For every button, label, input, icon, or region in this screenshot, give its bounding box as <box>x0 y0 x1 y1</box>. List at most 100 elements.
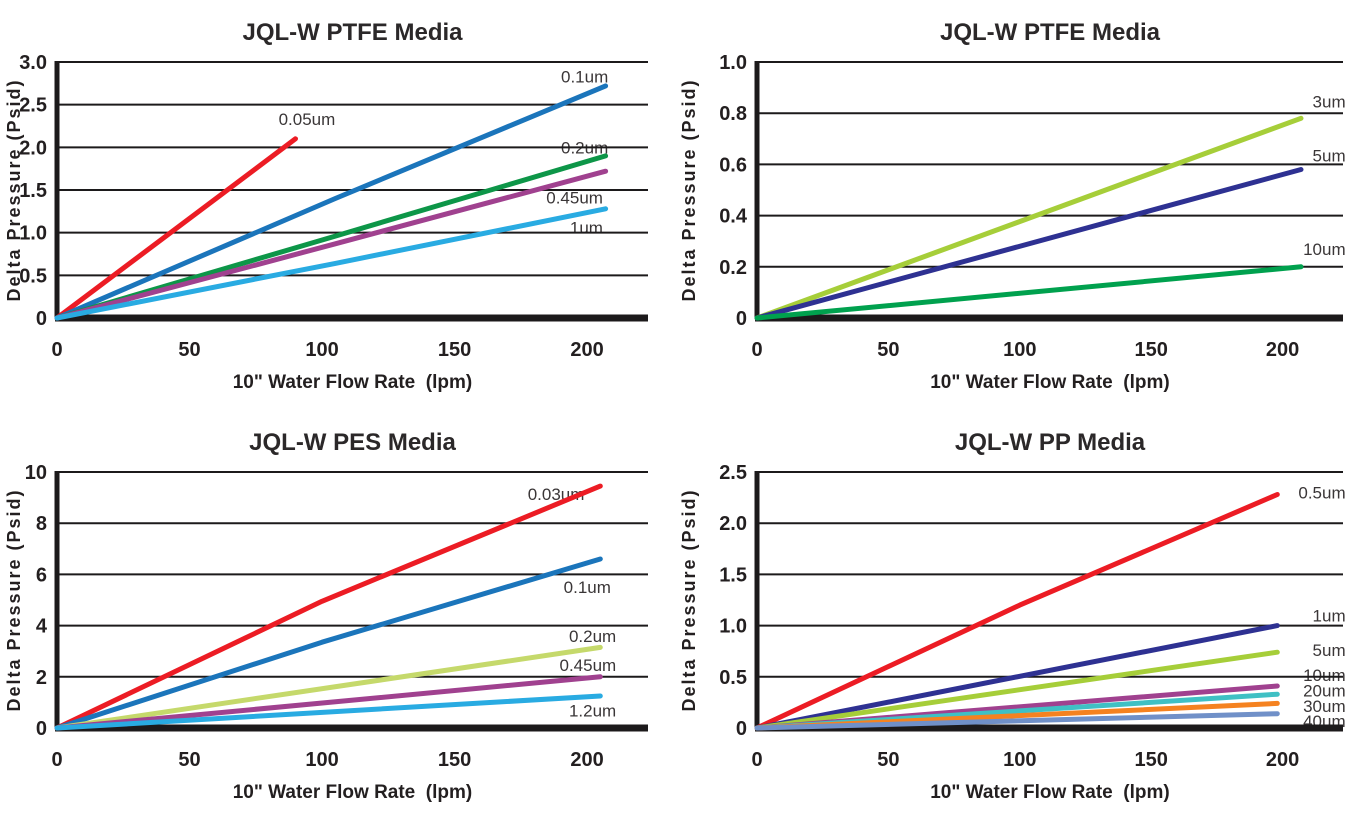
x-tick-label-50: 50 <box>178 339 200 361</box>
x-tick-label-0: 0 <box>751 339 762 361</box>
y-tick-label-0.8: 0.8 <box>719 103 747 125</box>
series-label-30um: 30um <box>1303 697 1346 716</box>
x-tick-label-150: 150 <box>438 339 471 361</box>
y-tick-label-2.0: 2.0 <box>719 513 747 535</box>
chart-jql-w-pp-media-3: JQL-W PP Media Delta Pressure (Psid) 0.5um… <box>679 429 1346 803</box>
y-tick-label-0: 0 <box>36 718 47 740</box>
y-tick-label-0.2: 0.2 <box>719 257 747 279</box>
series-line-1um <box>754 623 1280 731</box>
series-label-20um: 20um <box>1303 682 1346 701</box>
y-tick-label-0.6: 0.6 <box>719 154 747 176</box>
y-tick-label-2.5: 2.5 <box>19 95 47 117</box>
y-axis-title: Delta Pressure (Psid) <box>4 78 24 301</box>
x-tick-label-100: 100 <box>305 749 338 771</box>
chart-jql-w-ptfe-media-0: JQL-W PTFE Media Delta Pressure (Psid) 0.0… <box>4 19 648 393</box>
series-label-1um: 1um <box>570 219 603 238</box>
series-label-1um: 1um <box>1313 606 1346 625</box>
series-label-0.1um: 0.1um <box>561 68 608 87</box>
y-tick-label-1.0: 1.0 <box>19 223 47 245</box>
series-line-0.1um <box>54 556 603 731</box>
series-line-0.1um <box>54 83 609 321</box>
y-tick-label-1.0: 1.0 <box>719 52 747 74</box>
chart-title: JQL-W PTFE Media <box>242 19 463 46</box>
y-tick-label-2.5: 2.5 <box>719 462 747 484</box>
x-tick-label-150: 150 <box>438 749 471 771</box>
series-line-1.2um <box>54 693 603 731</box>
x-tick-label-50: 50 <box>178 749 200 771</box>
y-tick-label-0.4: 0.4 <box>719 206 748 228</box>
x-tick-label-50: 50 <box>877 339 899 361</box>
series-line-3um <box>754 115 1304 321</box>
series-line-5um <box>754 649 1280 731</box>
x-tick-label-200: 200 <box>570 339 603 361</box>
y-tick-label-10: 10 <box>25 462 47 484</box>
chart-cell-pp-media: JQL-W PP Media Delta Pressure (Psid) 0.5um… <box>675 410 1350 820</box>
y-tick-label-0: 0 <box>736 308 747 330</box>
series-label-3um: 3um <box>1313 93 1346 112</box>
x-tick-label-150: 150 <box>1134 339 1167 361</box>
y-tick-label-0: 0 <box>736 718 747 740</box>
series-label-10um: 10um <box>1303 666 1346 685</box>
chart-title: JQL-W PTFE Media <box>940 19 1161 46</box>
y-tick-label-6: 6 <box>36 564 47 586</box>
x-tick-label-50: 50 <box>877 749 899 771</box>
series-label-0.05um: 0.05um <box>279 110 336 129</box>
x-axis-title: 10" Water Flow Rate (lpm) <box>233 782 473 803</box>
series-line-10um <box>754 264 1304 321</box>
series-line-0.2um <box>54 644 603 731</box>
series-label-5um: 5um <box>1313 146 1346 165</box>
series-line-0.03um <box>54 483 603 731</box>
x-tick-label-0: 0 <box>51 339 62 361</box>
x-tick-label-0: 0 <box>751 749 762 771</box>
x-axis-title: 10" Water Flow Rate (lpm) <box>930 372 1170 393</box>
y-axis-title: Delta Pressure (Psid) <box>4 488 24 711</box>
series-label-0.45um: 0.45um <box>546 189 603 208</box>
x-tick-label-100: 100 <box>305 339 338 361</box>
chart-cell-ptfe-media-fine: JQL-W PTFE Media Delta Pressure (Psid) 0.0… <box>0 0 675 410</box>
x-tick-label-0: 0 <box>51 749 62 771</box>
x-axis-title: 10" Water Flow Rate (lpm) <box>930 782 1170 803</box>
y-tick-label-2: 2 <box>36 667 47 689</box>
x-tick-label-150: 150 <box>1134 749 1167 771</box>
series-line-1um <box>54 206 609 321</box>
y-tick-label-8: 8 <box>36 513 47 535</box>
series-label-0.5um: 0.5um <box>1298 483 1345 502</box>
series-line-0.5um <box>754 492 1280 731</box>
y-tick-label-0.5: 0.5 <box>719 667 747 689</box>
series-label-0.2um: 0.2um <box>569 627 616 646</box>
chart-jql-w-ptfe-media-1: JQL-W PTFE Media Delta Pressure (Psid) 3um… <box>679 19 1346 393</box>
y-tick-label-1.0: 1.0 <box>719 616 747 638</box>
series-line-0.45um <box>54 674 603 731</box>
x-tick-label-100: 100 <box>1003 749 1036 771</box>
series-line-40um <box>754 711 1280 731</box>
chart-title: JQL-W PP Media <box>955 429 1146 456</box>
y-tick-label-1.5: 1.5 <box>19 180 47 202</box>
chart-title: JQL-W PES Media <box>249 429 456 456</box>
x-tick-label-200: 200 <box>1266 749 1299 771</box>
y-tick-label-3.0: 3.0 <box>19 52 47 74</box>
series-label-0.1um: 0.1um <box>564 578 611 597</box>
y-tick-label-0: 0 <box>36 308 47 330</box>
x-tick-label-200: 200 <box>570 749 603 771</box>
y-tick-label-2.0: 2.0 <box>19 137 47 159</box>
series-line-0.05um <box>54 136 298 321</box>
y-axis-title: Delta Pressure (Psid) <box>679 488 699 711</box>
y-tick-label-0.5: 0.5 <box>19 265 47 287</box>
series-line-0.45um <box>54 168 609 321</box>
chart-cell-pes-media: JQL-W PES Media Delta Pressure (Psid) 0.03… <box>0 410 675 820</box>
series-line-5um <box>754 167 1304 321</box>
y-axis-title: Delta Pressure (Psid) <box>679 78 699 301</box>
y-tick-label-4: 4 <box>36 616 48 638</box>
series-label-5um: 5um <box>1313 641 1346 660</box>
y-tick-label-1.5: 1.5 <box>719 564 747 586</box>
series-label-1.2um: 1.2um <box>569 702 616 721</box>
x-axis-title: 10" Water Flow Rate (lpm) <box>233 372 473 393</box>
x-tick-label-200: 200 <box>1266 339 1299 361</box>
x-tick-label-100: 100 <box>1003 339 1036 361</box>
series-label-0.45um: 0.45um <box>559 656 616 675</box>
series-label-10um: 10um <box>1303 240 1346 259</box>
chart-cell-ptfe-media-coarse: JQL-W PTFE Media Delta Pressure (Psid) 3um… <box>675 0 1350 410</box>
